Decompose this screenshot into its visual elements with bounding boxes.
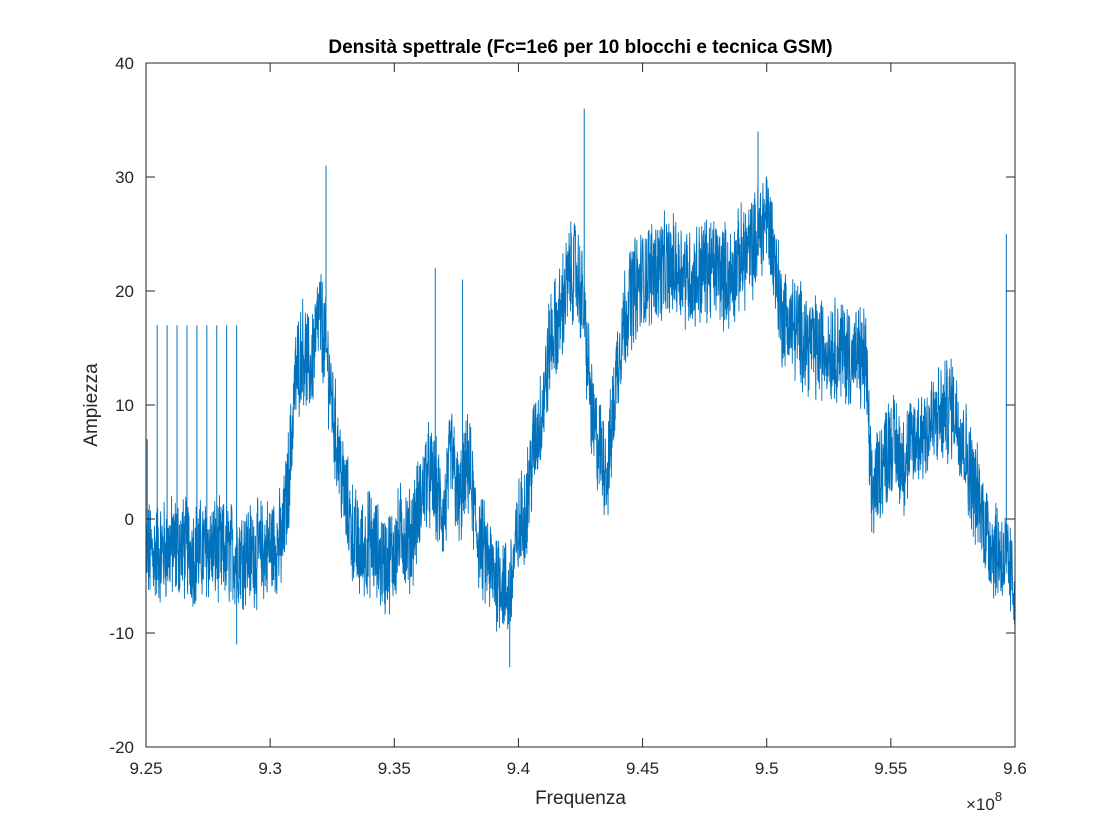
x-exponent-power: 8	[995, 789, 1002, 804]
x-tick-label: 9.4	[507, 759, 531, 778]
series-group	[145, 108, 1016, 668]
x-tick-label: 9.55	[874, 759, 907, 778]
x-exponent-base: ×10	[966, 795, 995, 814]
y-tick-label: 20	[115, 282, 134, 301]
y-tick-label: -10	[109, 624, 134, 643]
y-tick-label: 10	[115, 396, 134, 415]
x-tick-label: 9.45	[626, 759, 659, 778]
spectrum-line	[145, 176, 1016, 632]
x-tick-label: 9.35	[378, 759, 411, 778]
x-tick-label: 9.25	[129, 759, 162, 778]
y-axis-label: Ampiezza	[81, 363, 102, 447]
plot-area	[146, 63, 1015, 747]
y-tick-label: 40	[115, 54, 134, 73]
y-tick-label: 30	[115, 168, 134, 187]
chart-title: Densità spettrale (Fc=1e6 per 10 blocchi…	[328, 37, 832, 58]
ticks-group: 9.25 9.3 9.35 9.4 9.45 9.5 9.55 9.6 -20 -10 0 10 20 3…	[109, 54, 1026, 778]
x-tick-label: 9.6	[1003, 759, 1027, 778]
x-tick-label: 9.3	[258, 759, 282, 778]
x-exponent-label: ×108	[966, 789, 1002, 814]
y-tick-label: -20	[109, 738, 134, 757]
y-tick-label: 0	[125, 510, 134, 529]
x-axis-label: Frequenza	[535, 788, 626, 809]
x-tick-label: 9.5	[755, 759, 779, 778]
